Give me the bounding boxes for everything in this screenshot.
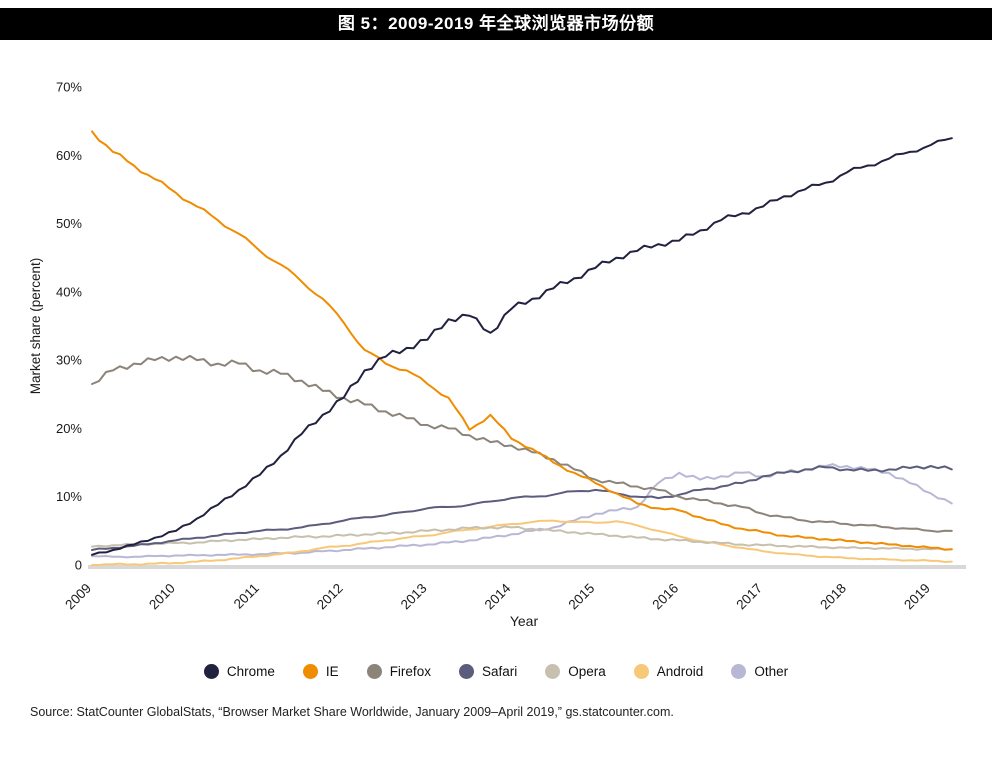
series-line-safari — [91, 465, 953, 551]
series-line-android — [91, 519, 953, 566]
legend-label: IE — [325, 664, 339, 679]
legend-label: Chrome — [226, 664, 275, 679]
legend-item-other: Other — [731, 664, 788, 679]
other-legend-dot-icon — [731, 664, 747, 679]
legend-label: Other — [754, 664, 789, 679]
firefox-legend-dot-icon — [366, 664, 382, 679]
market-share-line-chart: 0 10% 20% 30% 40% 50% 60% 70% 2009 2010 2011 2012 20… — [28, 80, 966, 629]
y-axis-title: Market share (percent) — [28, 258, 43, 395]
y-tick-label: 10% — [56, 489, 82, 504]
series-line-ie — [91, 130, 953, 551]
series-line-opera — [91, 525, 953, 551]
legend-label: Opera — [568, 664, 606, 679]
x-axis-title: Year — [510, 613, 539, 629]
figure-title-bar: 图 5：2009-2019 年全球浏览器市场份额 — [0, 8, 992, 40]
source-note: Source: StatCounter GlobalStats, “Browse… — [30, 705, 674, 719]
y-tick-label: 20% — [56, 421, 82, 436]
legend-item-opera: Opera — [545, 664, 606, 679]
legend-item-firefox: Firefox — [366, 664, 431, 679]
x-tick-label: 2009 — [62, 581, 94, 613]
y-tick-label: 50% — [56, 216, 82, 231]
series-line-firefox — [91, 354, 953, 533]
chrome-legend-dot-icon — [203, 664, 219, 679]
x-tick-label: 2013 — [398, 581, 430, 613]
legend-item-ie: IE — [302, 664, 339, 679]
chart-legend: Chrome IE Firefox Safari Opera Android Other — [0, 664, 992, 679]
legend-label: Firefox — [389, 664, 431, 679]
legend-item-chrome: Chrome — [203, 664, 275, 679]
y-tick-label: 40% — [56, 284, 82, 299]
y-tick-label: 70% — [56, 80, 82, 95]
legend-label: Android — [656, 664, 704, 679]
x-tick-label: 2019 — [901, 581, 933, 613]
ie-legend-dot-icon — [302, 664, 318, 679]
x-tick-label: 2017 — [733, 581, 765, 613]
y-tick-label: 60% — [56, 148, 82, 163]
legend-item-android: Android — [633, 664, 704, 679]
opera-legend-dot-icon — [545, 664, 561, 679]
legend-item-safari: Safari — [458, 664, 518, 679]
x-tick-label: 2010 — [146, 581, 178, 613]
series-line-chrome — [91, 137, 953, 556]
series-line-other — [91, 463, 953, 559]
y-tick-label: 30% — [56, 353, 82, 368]
x-tick-label: 2016 — [649, 581, 681, 613]
x-tick-label: 2018 — [817, 581, 849, 613]
x-tick-label: 2011 — [231, 581, 262, 612]
android-legend-dot-icon — [633, 664, 649, 679]
x-tick-label: 2012 — [314, 581, 346, 613]
safari-legend-dot-icon — [458, 664, 474, 679]
x-tick-label: 2014 — [482, 580, 514, 612]
legend-label: Safari — [481, 664, 518, 679]
y-tick-label: 0 — [75, 558, 82, 573]
x-tick-label: 2015 — [566, 581, 598, 613]
